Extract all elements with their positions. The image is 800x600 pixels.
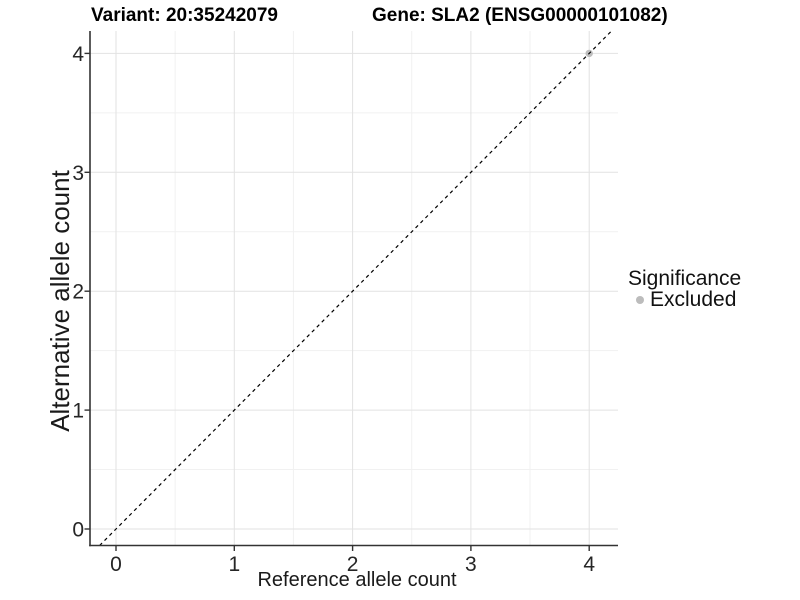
x-tick-label: 3 — [465, 553, 477, 576]
y-tick-label: 1 — [72, 400, 84, 423]
plot-title-gene: Gene: SLA2 (ENSG00000101082) — [372, 5, 668, 26]
x-tick-label: 2 — [347, 553, 359, 576]
x-axis-title: Reference allele count — [257, 569, 457, 591]
y-tick-label: 4 — [72, 43, 84, 66]
legend: Significance Excluded — [628, 268, 741, 311]
x-tick-label: 0 — [110, 553, 122, 576]
x-tick-label: 1 — [228, 553, 240, 576]
y-axis-title: Alternative allele count — [45, 170, 75, 432]
plot-title-variant: Variant: 20:35242079 — [91, 5, 278, 26]
legend-title: Significance — [628, 267, 742, 290]
identity-line — [99, 30, 612, 546]
y-tick-label: 2 — [72, 281, 84, 304]
legend-item-label: Excluded — [650, 288, 737, 311]
y-tick-label: 0 — [72, 519, 84, 542]
y-tick-label: 3 — [72, 162, 84, 185]
x-tick-label: 4 — [583, 553, 595, 576]
legend-item-excluded: Excluded — [628, 289, 741, 311]
legend-swatch-circle-icon — [636, 296, 644, 304]
